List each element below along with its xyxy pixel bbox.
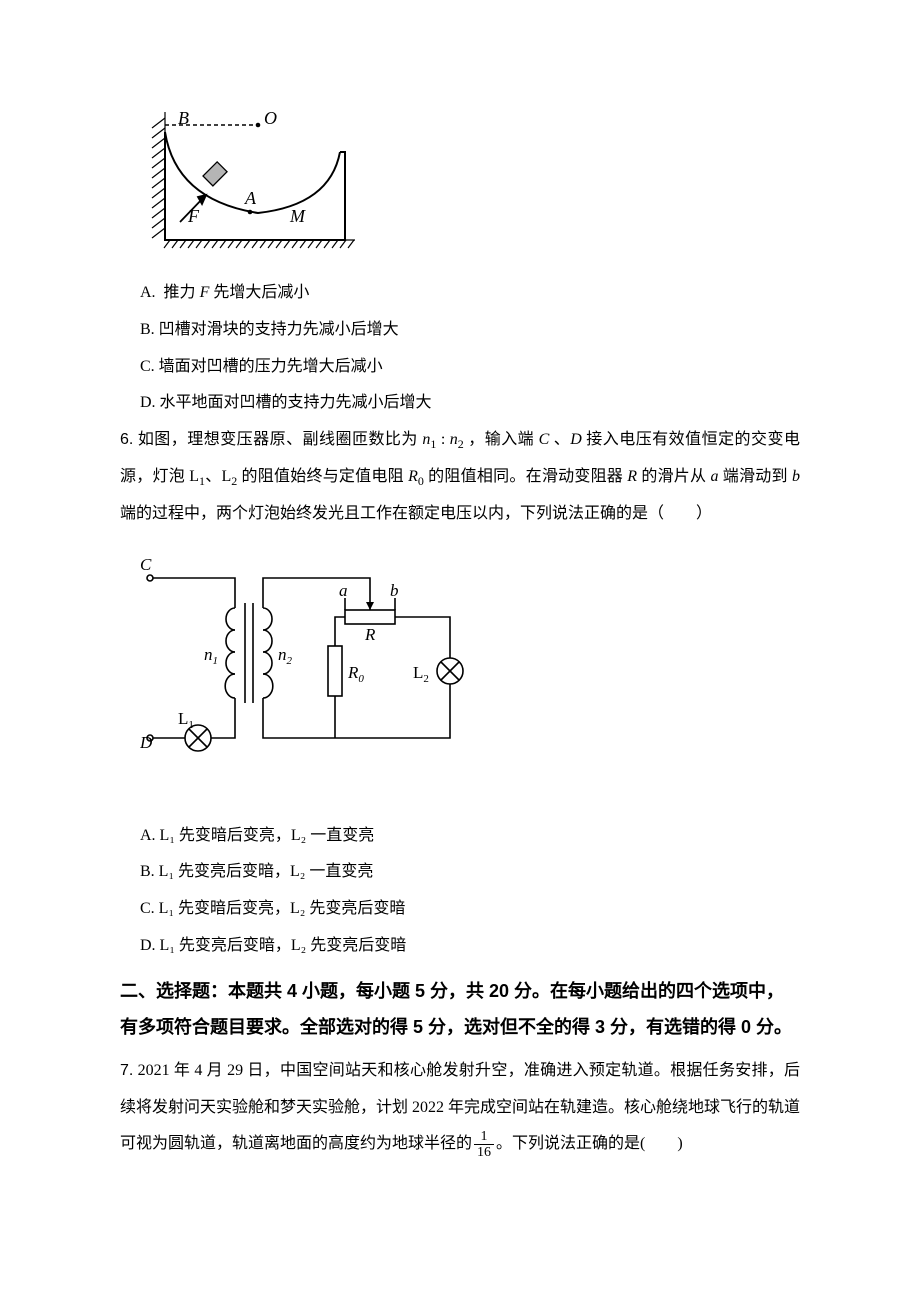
label-R: R: [364, 625, 376, 644]
q6-option-B: B. L₁ 先变亮后变暗，L₂ 一直变亮: [140, 854, 800, 891]
frac-num: 1: [474, 1129, 494, 1145]
q6-text-8: 端滑动到: [719, 468, 792, 485]
label-b: b: [390, 581, 399, 600]
var-R0: R: [408, 468, 418, 485]
q7-stem: 7. 2021 年 4 月 29 日，中国空间站天和核心舱发射升空，准确进入预定…: [120, 1053, 800, 1163]
label-a: a: [339, 581, 348, 600]
colon: :: [436, 431, 449, 448]
q5-figure: B O A F M: [140, 100, 800, 255]
label-O: O: [264, 108, 277, 128]
label-L1: L1: [178, 709, 194, 731]
label-D: D: [140, 733, 153, 752]
q5-option-B: B. 凹槽对滑块的支持力先减小后增大: [140, 312, 800, 349]
label-C: C: [140, 555, 152, 574]
label-A: A: [244, 188, 257, 208]
var-b: b: [792, 468, 800, 485]
q5-option-C: C. 墙面对凹槽的压力先增大后减小: [140, 349, 800, 386]
q5-option-A: A. 推力 F 先增大后减小: [140, 275, 800, 312]
label-F: F: [187, 206, 200, 226]
label-B: B: [178, 108, 189, 128]
label-L2: L2: [413, 663, 429, 685]
label-n2: n2: [278, 645, 293, 667]
q6-text-5: 的阻值始终与定值电阻: [237, 468, 408, 485]
q6-text-6: 的阻值相同。在滑动变阻器: [424, 468, 627, 485]
label-R0: R0: [347, 663, 364, 685]
var-n2: n: [450, 431, 458, 448]
var-D: D: [570, 431, 582, 448]
q6-text-7: 的滑片从: [637, 468, 710, 485]
q6-text-4: 、L: [205, 468, 231, 485]
q6-figure: C D L1 n1 n2 a b R R0 L2: [140, 548, 800, 758]
label-n1: n1: [204, 645, 218, 667]
fraction-1-16: 116: [474, 1129, 494, 1161]
groove-diagram: B O A F M: [140, 100, 360, 250]
q6-option-A: A. L₁ 先变暗后变亮，L₂ 一直变亮: [140, 818, 800, 855]
frac-den: 16: [474, 1145, 494, 1160]
q6-text-2: ，输入端: [464, 431, 539, 448]
q7-text-1: 2021 年 4 月 29 日，中国空间站天和核心舱发射升空，准确进入预定轨道。…: [120, 1062, 800, 1153]
q6-number: 6.: [120, 431, 133, 448]
q5-option-D: D. 水平地面对凹槽的支持力先减小后增大: [140, 385, 800, 422]
label-M: M: [289, 206, 306, 226]
q6-text-2b: 、: [549, 431, 570, 448]
q7-text-2: 。下列说法正确的是( ): [496, 1135, 683, 1152]
transformer-circuit: C D L1 n1 n2 a b R R0 L2: [140, 548, 470, 753]
section-2-heading: 二、选择题：本题共 4 小题，每小题 5 分，共 20 分。在每小题给出的四个选…: [120, 973, 800, 1045]
q7-number: 7.: [120, 1062, 133, 1079]
var-R: R: [627, 468, 637, 485]
q6-stem: 6. 如图，理想变压器原、副线圈匝数比为 n1 : n2 ，输入端 C 、D 接…: [120, 422, 800, 532]
q6-option-D: D. L₁ 先变亮后变暗，L₂ 先变亮后变暗: [140, 928, 800, 965]
q6-text-9: 端的过程中，两个灯泡始终发光且工作在额定电压以内，下列说法正确的是（ ）: [120, 505, 712, 522]
q6-text-1: 如图，理想变压器原、副线圈匝数比为: [133, 431, 422, 448]
q6-option-C: C. L₁ 先变暗后变亮，L₂ 先变亮后变暗: [140, 891, 800, 928]
var-C: C: [539, 431, 550, 448]
var-a: a: [711, 468, 719, 485]
